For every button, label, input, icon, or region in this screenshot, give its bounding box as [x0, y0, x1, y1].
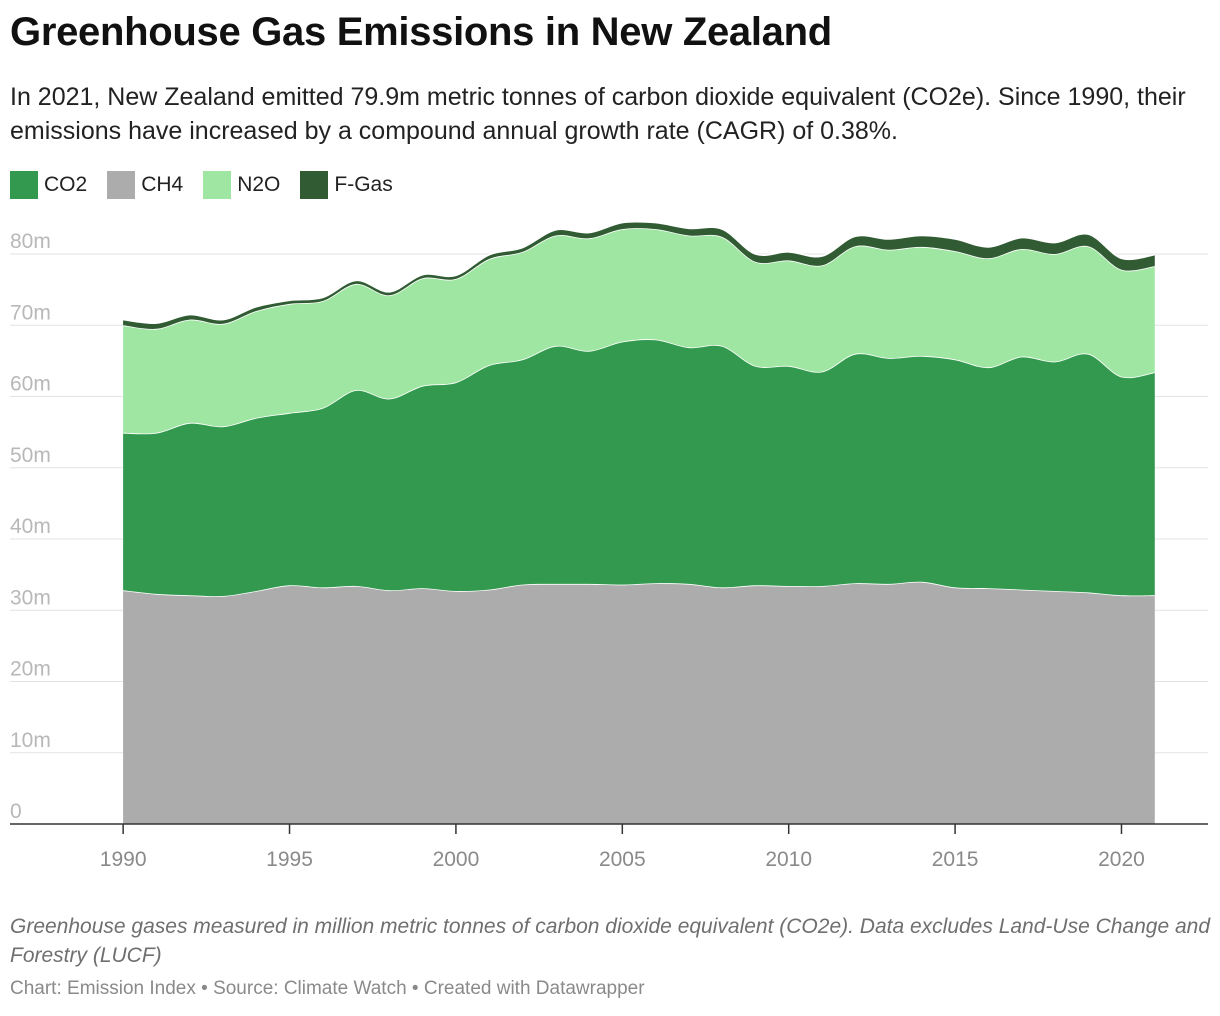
x-tick-label-1995: 1995	[266, 848, 313, 871]
legend-label-ch4: CH4	[141, 173, 184, 196]
area-ch4	[123, 581, 1155, 824]
chart-subtitle: In 2021, New Zealand emitted 79.9m metri…	[10, 83, 1186, 145]
legend-swatch-f-gas	[300, 171, 329, 199]
y-tick-label-70: 70m	[10, 301, 51, 324]
legend-swatch-co2	[10, 171, 38, 199]
y-tick-label-20: 20m	[10, 658, 51, 681]
chart-byline: Chart: Emission Index • Source: Climate …	[10, 978, 645, 999]
axes: 0 10m 20m 30m 40m 50m 60m 70m 80m 1990 1995 2000 200…	[10, 230, 1208, 871]
legend-item-ch4: CH4	[107, 171, 183, 199]
legend-item-f-gas: F-Gas	[300, 171, 393, 199]
y-tick-label-50: 50m	[10, 444, 51, 467]
legend-label-n2o: N2O	[237, 173, 281, 196]
legend-label-co2: CO2	[44, 173, 88, 196]
x-tick-label-2015: 2015	[932, 848, 979, 871]
legend-item-co2: CO2	[10, 171, 87, 199]
area-edge-f-gas	[123, 220, 1155, 324]
area-f-gas	[123, 221, 1155, 329]
area-series	[123, 220, 1155, 824]
area-n2o	[123, 228, 1155, 434]
x-tick-label-2020: 2020	[1098, 848, 1145, 871]
x-tick-label-2000: 2000	[433, 848, 480, 871]
y-tick-label-40: 40m	[10, 515, 51, 538]
chart-notes: Greenhouse gases measured in million met…	[10, 915, 1211, 967]
legend-swatch-ch4	[107, 171, 136, 199]
y-tick-label-80: 80m	[10, 230, 51, 253]
y-tick-label-30: 30m	[10, 586, 51, 609]
stacked-area-chart: 0 10m 20m 30m 40m 50m 60m 70m 80m 1990 1995 2000 200…	[10, 220, 1208, 871]
x-tick-label-1990: 1990	[100, 848, 147, 871]
area-co2	[123, 339, 1155, 597]
legend-label-f-gas: F-Gas	[334, 173, 393, 196]
x-tick-label-2005: 2005	[599, 848, 646, 871]
x-tick-label-2010: 2010	[765, 848, 812, 871]
chart-title: Greenhouse Gas Emissions in New Zealand	[10, 10, 832, 54]
legend-item-n2o: N2O	[203, 171, 280, 199]
y-tick-label-60: 60m	[10, 373, 51, 396]
y-tick-label-10: 10m	[10, 729, 51, 752]
legend-swatch-n2o	[203, 171, 232, 199]
y-tick-label-0: 0	[10, 800, 22, 823]
legend: CO2 CH4 N2O F-Gas	[10, 171, 413, 199]
